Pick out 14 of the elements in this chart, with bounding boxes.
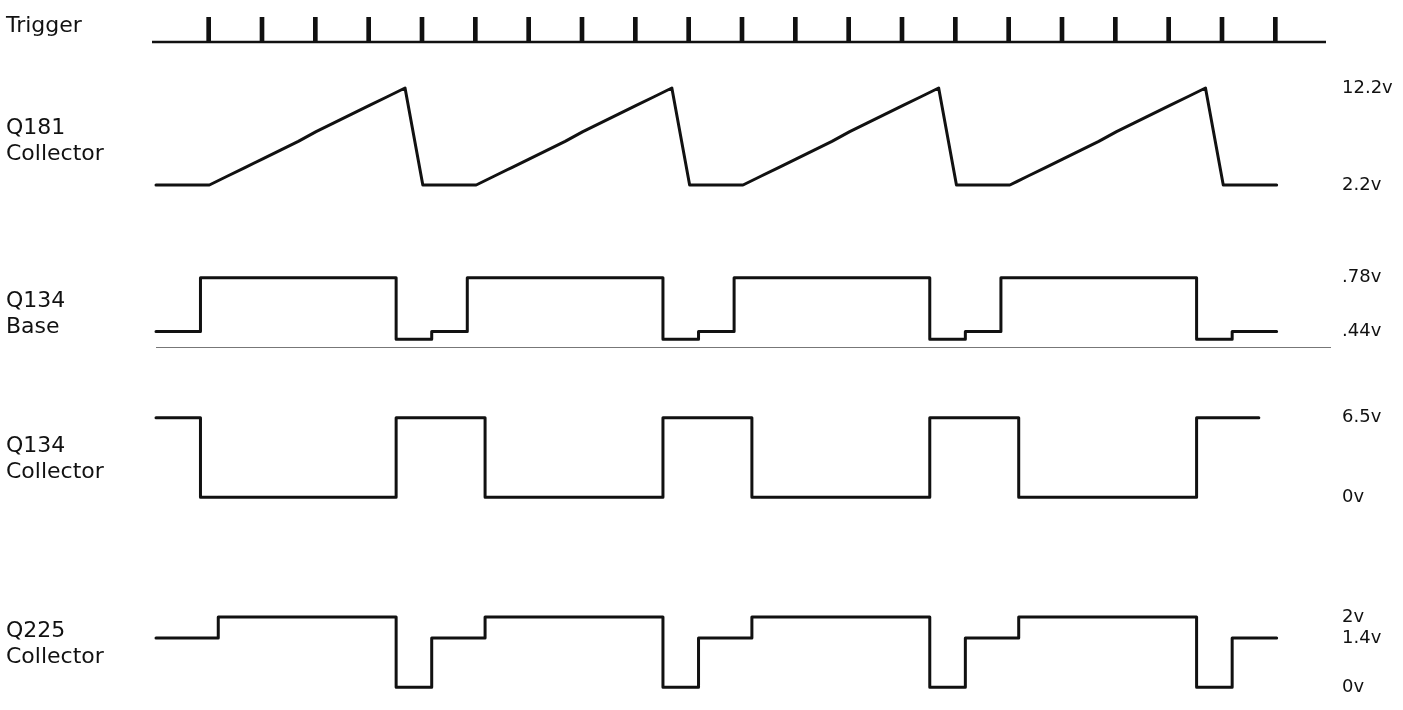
y-axis-title: Q181 Collector — [6, 113, 105, 167]
y-tick-label: 1.4v — [1342, 625, 1382, 647]
y-tick-label: .78v — [1342, 265, 1382, 287]
y-axis-title: Q225 Collector — [6, 615, 105, 670]
y-axis-title: Q134 Base — [6, 285, 67, 340]
y-tick-label: 0v — [1342, 674, 1365, 696]
y-axis-title: Trigger — [6, 11, 83, 39]
y-tick-label: 12.2v — [1342, 75, 1394, 97]
y-tick-label: 0v — [1342, 484, 1365, 506]
y-tick-label: 2.2v — [1342, 172, 1382, 194]
y-axis-title: Q134 Collector — [6, 430, 105, 485]
y-tick-label: 6.5v — [1342, 405, 1382, 427]
y-tick-label: 2v — [1342, 604, 1365, 626]
y-tick-label: .44v — [1342, 319, 1382, 341]
